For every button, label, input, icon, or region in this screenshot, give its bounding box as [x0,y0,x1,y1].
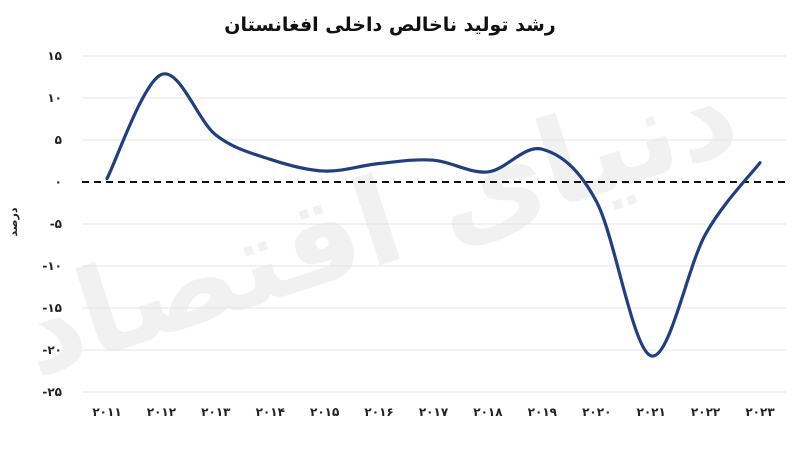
y-tick-label: ۰ [55,175,62,189]
gridlines [82,55,786,393]
y-tick-label: ۱۵ [47,49,62,63]
x-tick-label: ۲۰۱۱ [92,405,121,419]
x-tick-label: ۲۰۲۰ [582,405,611,419]
x-axis-ticks: ۲۰۱۱ ۲۰۱۲ ۲۰۱۳ ۲۰۱۴ ۲۰۱۵ ۲۰۱۶ ۲۰۱۷ ۲۰۱۸ ۲۰۱۹ ۲۰۲۰… [92,405,775,419]
y-tick-label: ۵ [55,133,62,147]
x-tick-label: ۲۰۲۲ [691,405,721,419]
x-tick-label: ۲۰۱۸ [473,405,503,419]
x-tick-label: ۲۰۱۳ [201,405,231,419]
x-tick-label: ۲۰۱۷ [419,405,449,419]
x-tick-label: ۲۰۱۵ [310,405,339,419]
series-line [105,72,762,358]
y-tick-label: -۵ [50,217,62,231]
x-tick-label: ۲۰۲۳ [745,405,775,419]
x-tick-label: ۲۰۱۴ [256,405,285,419]
x-tick-label: ۲۰۱۶ [364,405,393,419]
series-group [105,72,762,358]
y-tick-label: ۱۰ [47,91,62,105]
y-tick-label: -۱۵ [42,301,62,315]
y-tick-label: -۲۰ [42,343,62,357]
x-tick-label: ۲۰۲۱ [637,405,666,419]
x-tick-label: ۲۰۱۹ [528,405,558,419]
chart-title: رشد تولید ناخالص داخلی افغانستان [224,14,555,36]
y-tick-label: -۲۵ [42,385,62,399]
y-axis-ticks: ۱۵ ۱۰ ۵ ۰ -۵ -۱۰ -۱۵ -۲۰ -۲۵ [42,49,62,399]
x-tick-label: ۲۰۱۲ [147,405,177,419]
y-axis-label: درصد [7,207,20,236]
y-tick-label: -۱۰ [42,259,62,273]
